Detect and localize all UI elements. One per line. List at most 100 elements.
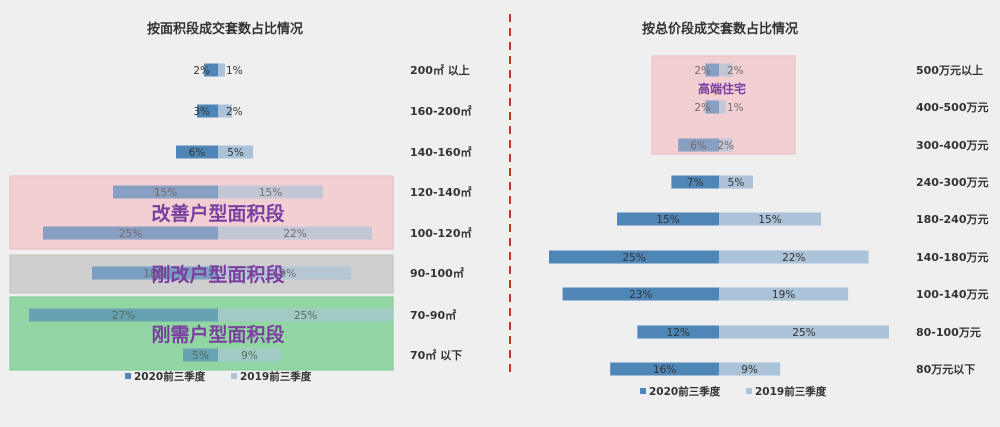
right-bars: [549, 63, 889, 376]
right-bar-2019-8: [719, 362, 781, 376]
right-category-label-4: 180-240万元: [916, 213, 989, 226]
right-bar-2020-1: [705, 100, 719, 114]
right-label-2019-8: 9%: [741, 364, 758, 376]
left-label-2019-1: 2%: [226, 106, 243, 118]
left-bar-2020-3: [113, 185, 218, 199]
left-label-2020-2: 6%: [189, 147, 206, 159]
right-label-2020-0: 2%: [694, 65, 711, 77]
right-label-2020-1: 2%: [694, 102, 711, 114]
left-bar-2019-6: [218, 308, 393, 322]
left-category-label-1: 160-200㎡: [410, 104, 472, 118]
right-category-label-5: 140-180万元: [916, 251, 989, 264]
right-label-2019-7: 25%: [792, 327, 815, 339]
right-label-2020-5: 25%: [622, 252, 645, 264]
right-label-2020-4: 15%: [656, 214, 679, 226]
left-callout-1: 刚改户型面积段: [151, 263, 285, 286]
left-bar-2019-1: [218, 104, 232, 118]
left-bar-2020-2: [176, 145, 218, 159]
left-category-label-6: 70-90㎡: [410, 308, 456, 322]
right-label-2019-0: 2%: [727, 65, 744, 77]
right-category-label-0: 500万元以上: [916, 63, 983, 77]
right-bar-2019-0: [719, 63, 733, 77]
right-category-label-7: 80-100万元: [916, 326, 981, 339]
left-bar-2020-4: [43, 226, 218, 240]
left-bar-2019-3: [218, 185, 323, 199]
right-bar-2020-3: [671, 175, 719, 189]
right-legend-label-2020: 2020前三季度: [649, 385, 721, 398]
left-legend: 2020前三季度 2019前三季度: [125, 370, 312, 383]
right-category-label-6: 100-140万元: [916, 288, 989, 301]
left-bar-2019-7: [218, 348, 281, 362]
right-label-2020-7: 12%: [667, 327, 690, 339]
left-label-2020-7: 5%: [192, 350, 209, 362]
right-legend: 2020前三季度 2019前三季度: [640, 385, 827, 398]
left-label-2020-3: 15%: [154, 187, 177, 199]
right-label-2019-2: 2%: [717, 140, 734, 152]
right-category-label-3: 240-300万元: [916, 176, 989, 189]
left-label-2020-0: 2%: [193, 65, 210, 77]
right-bar-2019-4: [719, 212, 821, 226]
right-bar-2020-7: [637, 325, 719, 339]
left-bars: [29, 63, 393, 362]
left-bar-2019-5: [218, 266, 351, 280]
left-category-label-0: 200㎡ 以上: [410, 63, 470, 77]
left-label-2019-7: 9%: [241, 350, 258, 362]
left-bar-2020-0: [204, 63, 218, 77]
left-label-2020-1: 3%: [193, 106, 210, 118]
left-label-2019-4: 22%: [283, 228, 306, 240]
left-category-label-3: 120-140㎡: [410, 185, 472, 199]
right-bar-2020-5: [549, 250, 719, 264]
left-chart-title: 按面积段成交套数占比情况: [147, 21, 303, 37]
right-callout-0: 高端住宅: [698, 81, 746, 96]
right-bar-2020-6: [562, 287, 719, 301]
left-legend-label-2019: 2019前三季度: [240, 370, 312, 383]
left-category-label-4: 100-120㎡: [410, 226, 472, 240]
left-category-label-2: 140-160㎡: [410, 145, 472, 159]
right-label-2019-3: 5%: [728, 177, 745, 189]
right-bar-2020-0: [705, 63, 719, 77]
left-label-2019-6: 25%: [294, 310, 317, 322]
left-category-label-5: 90-100㎡: [410, 266, 464, 280]
right-legend-swatch-2019: [746, 388, 752, 394]
right-bar-2019-7: [719, 325, 889, 339]
right-legend-swatch-2020: [640, 388, 646, 394]
right-category-label-8: 80万元以下: [916, 363, 975, 376]
left-band-overlay-1: [10, 255, 393, 293]
right-label-2020-8: 16%: [653, 364, 676, 376]
left-band-overlay-2: [10, 297, 393, 370]
left-legend-swatch-2019: [231, 373, 237, 379]
right-label-2019-6: 19%: [772, 289, 795, 301]
right-label-2019-4: 15%: [758, 214, 781, 226]
left-bar-2020-1: [197, 104, 218, 118]
left-label-2019-5: 19%: [273, 268, 296, 280]
right-label-2019-5: 22%: [782, 252, 805, 264]
right-bar-2019-5: [719, 250, 869, 264]
right-bar-2020-8: [610, 362, 719, 376]
left-bar-2020-7: [183, 348, 218, 362]
right-bar-2019-6: [719, 287, 849, 301]
right-label-2020-2: 6%: [690, 140, 707, 152]
right-label-2020-3: 7%: [687, 177, 704, 189]
right-band-overlay-0: [652, 56, 795, 154]
left-labels: 2% 1% 200㎡ 以上 3% 2% 160-200㎡ 6% 5% 140-160㎡ 15% 15…: [10, 63, 472, 370]
left-label-2019-3: 15%: [259, 187, 282, 199]
left-label-2020-6: 27%: [112, 310, 135, 322]
left-category-label-7: 70㎡ 以下: [410, 348, 462, 362]
left-label-2019-0: 1%: [226, 65, 243, 77]
left-bar-2020-6: [29, 308, 218, 322]
left-callout-2: 刚需户型面积段: [151, 323, 285, 346]
left-label-2020-5: 18%: [143, 268, 166, 280]
right-bar-2020-2: [678, 138, 719, 152]
left-band-overlay-0: [10, 176, 393, 249]
right-labels: 2% 2% 500万元以上 2% 1% 400-500万元 6% 2% 300-400万元 7% 5…: [622, 56, 989, 376]
right-category-label-2: 300-400万元: [916, 139, 989, 152]
right-chart-title: 按总价段成交套数占比情况: [642, 21, 798, 37]
left-bar-2019-2: [218, 145, 253, 159]
left-legend-label-2020: 2020前三季度: [134, 370, 206, 383]
right-bar-2019-3: [719, 175, 753, 189]
left-callout-0: 改善户型面积段: [151, 202, 285, 225]
right-category-label-1: 400-500万元: [916, 101, 989, 114]
left-label-2020-4: 25%: [119, 228, 142, 240]
right-bar-2020-4: [617, 212, 719, 226]
